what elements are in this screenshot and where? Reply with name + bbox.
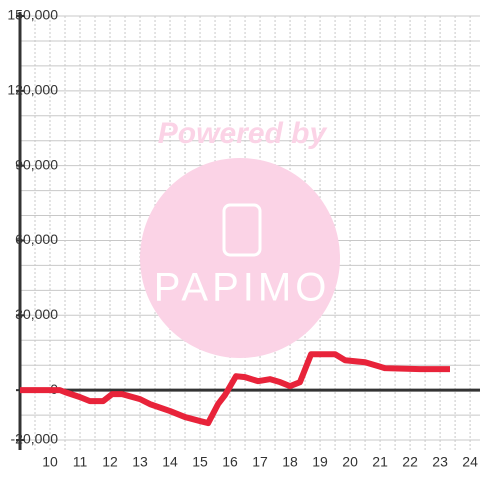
data-line	[20, 351, 450, 427]
y-tick-label: 30,000	[15, 306, 58, 322]
y-tick-label: 90,000	[15, 156, 58, 172]
watermark-text: Powered by	[158, 117, 328, 150]
x-tick-label: 12	[102, 454, 118, 470]
watermark-icon	[222, 203, 262, 257]
x-tick-label: 10	[42, 454, 58, 470]
x-tick-label: 24	[462, 454, 478, 470]
x-tick-label: 14	[162, 454, 178, 470]
x-tick-label: 23	[432, 454, 448, 470]
watermark-logo: PAPIMO	[154, 266, 331, 310]
x-tick-label: 16	[222, 454, 238, 470]
x-tick-label: 17	[252, 454, 268, 470]
x-tick-label: 18	[282, 454, 298, 470]
y-tick-label: 60,000	[15, 231, 58, 247]
y-tick-label: -20,000	[11, 431, 59, 447]
x-tick-label: 11	[73, 454, 88, 470]
x-tick-label: 20	[342, 454, 358, 470]
grid	[20, 15, 480, 450]
x-tick-label: 22	[402, 454, 418, 470]
watermark: Powered by PAPIMO	[140, 117, 340, 358]
watermark-circle	[140, 158, 340, 358]
x-tick-label: 13	[132, 454, 148, 470]
y-tick-label: 120,000	[7, 82, 58, 98]
x-tick-label: 21	[372, 454, 388, 470]
x-tick-label: 15	[192, 454, 208, 470]
x-tick-label: 19	[312, 454, 328, 470]
y-tick-label: 150,000	[7, 7, 58, 23]
